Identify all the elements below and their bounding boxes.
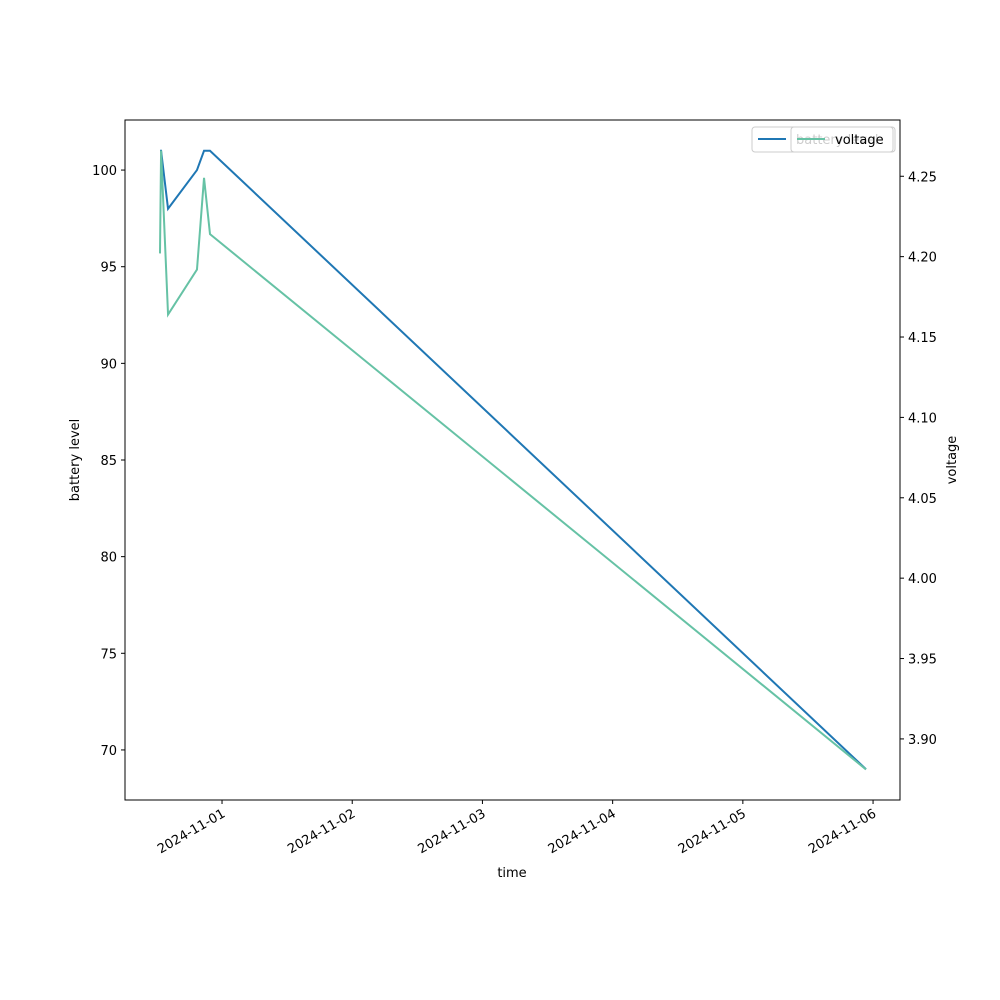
x-tick-label: 2024-11-01: [155, 806, 228, 857]
y2-tick-label: 4.25: [908, 170, 937, 185]
y-tick-label: 90: [100, 357, 117, 372]
y2-tick-label: 3.95: [908, 653, 937, 668]
x-tick-label: 2024-11-05: [676, 806, 749, 857]
y2-tick-label: 4.10: [908, 411, 937, 426]
y-axis-label: battery level: [68, 419, 83, 502]
y2-tick-label: 4.15: [908, 331, 937, 346]
x-axis-label: time: [497, 866, 526, 881]
y2-tick-label: 4.00: [908, 572, 937, 587]
x-tick-label: 2024-11-02: [285, 806, 358, 857]
line-series: [158, 150, 867, 771]
plot-frame: [124, 119, 901, 801]
y2-tick-label: 4.20: [908, 251, 937, 266]
x-tick-label: 2024-11-04: [546, 806, 619, 857]
x-tick-label: 2024-11-06: [806, 806, 879, 857]
y-tick-label: 85: [100, 454, 117, 469]
legend-label: voltage: [835, 133, 884, 148]
y2-tick-label: 3.90: [908, 733, 937, 748]
x-tick-label: 2024-11-03: [415, 806, 488, 857]
legend-box: [790, 126, 894, 153]
y-tick-label: 80: [100, 551, 117, 566]
y-tick-label: 75: [100, 647, 117, 662]
y2-axis-label: voltage: [945, 436, 960, 485]
y-tick-label: 95: [100, 261, 117, 276]
y-tick-label: 100: [92, 164, 117, 179]
line-series: [159, 149, 867, 770]
y-tick-label: 70: [100, 744, 117, 759]
y2-tick-label: 4.05: [908, 492, 937, 507]
